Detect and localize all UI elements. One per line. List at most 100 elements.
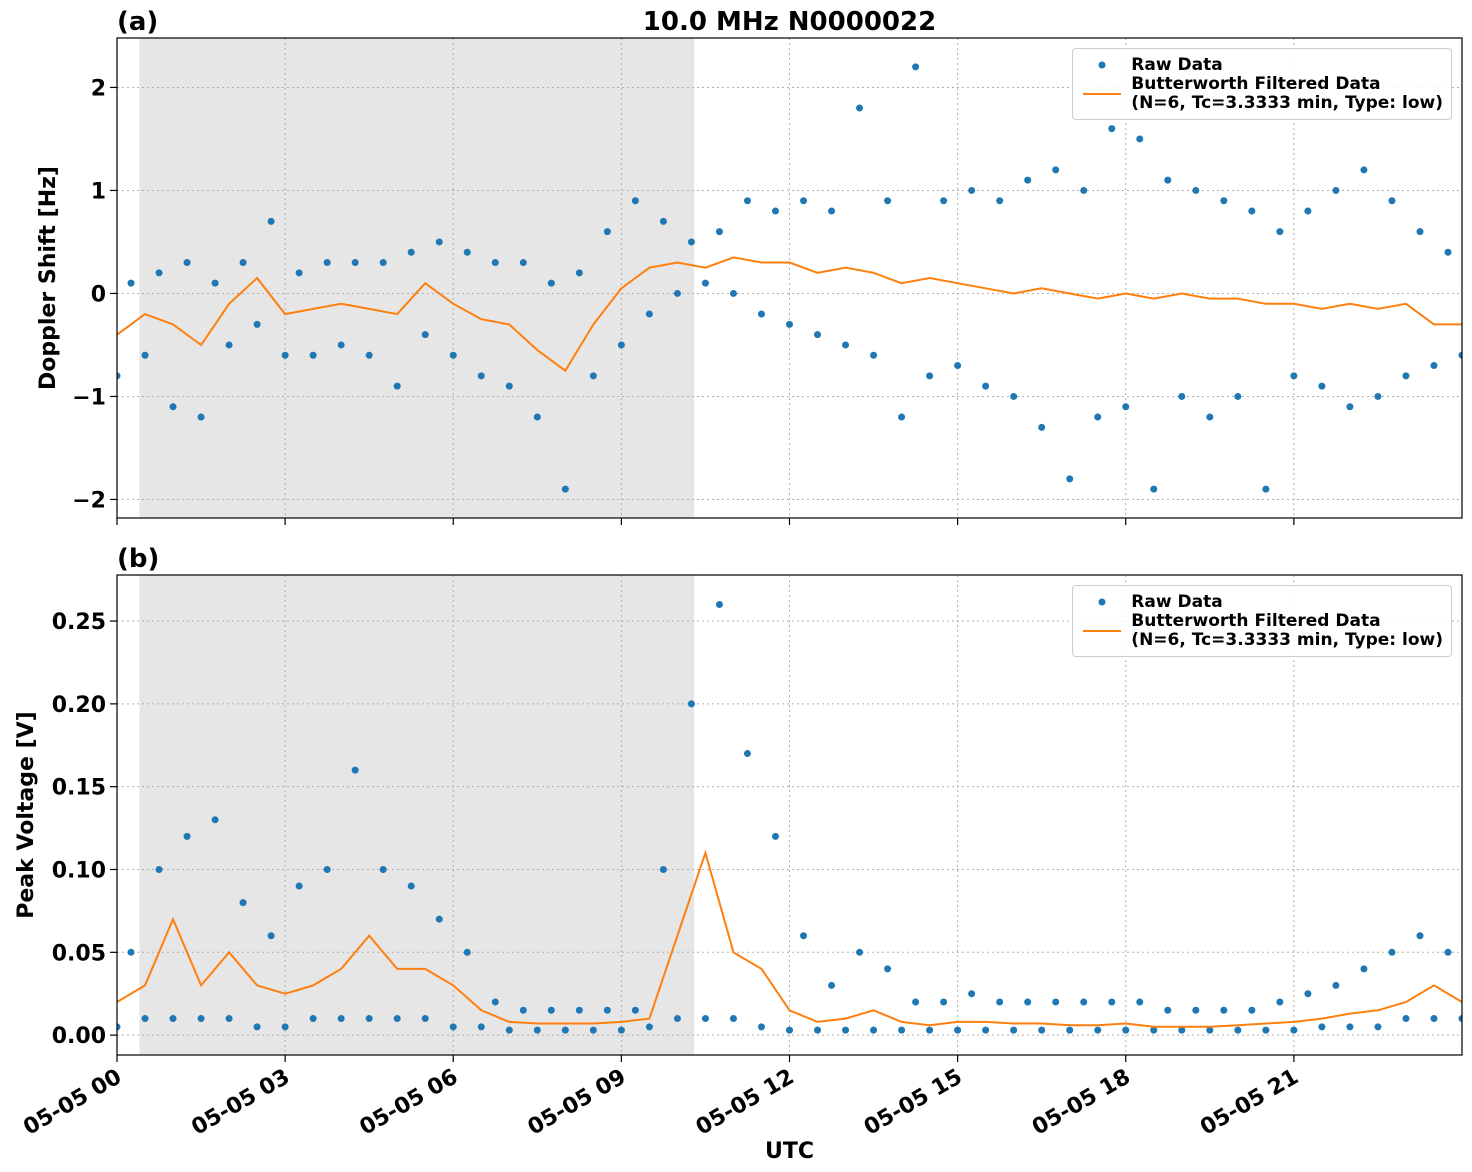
raw-point xyxy=(295,882,303,890)
raw-point xyxy=(407,882,415,890)
raw-point xyxy=(1276,998,1284,1006)
raw-point xyxy=(561,485,569,493)
raw-point xyxy=(589,1026,597,1034)
raw-point xyxy=(757,310,765,318)
raw-point xyxy=(323,259,331,267)
raw-point xyxy=(253,1023,261,1031)
raw-point xyxy=(1276,228,1284,236)
raw-point xyxy=(1178,1026,1186,1034)
raw-point xyxy=(954,362,962,370)
raw-point xyxy=(155,865,163,873)
raw-point xyxy=(940,998,948,1006)
raw-point xyxy=(715,228,723,236)
raw-point xyxy=(743,197,751,205)
raw-point xyxy=(379,865,387,873)
legend-entry: Raw Data xyxy=(1081,55,1443,75)
legend-marker xyxy=(1098,598,1106,606)
raw-point xyxy=(856,104,864,112)
raw-point xyxy=(687,700,695,708)
raw-point xyxy=(1416,932,1424,940)
raw-point xyxy=(127,948,135,956)
raw-point xyxy=(1430,1015,1438,1023)
raw-point xyxy=(407,248,415,256)
raw-point xyxy=(757,1023,765,1031)
raw-point xyxy=(912,998,920,1006)
raw-point xyxy=(701,1015,709,1023)
raw-point xyxy=(1346,403,1354,411)
raw-point xyxy=(1220,197,1228,205)
raw-point xyxy=(1332,981,1340,989)
raw-point xyxy=(337,1015,345,1023)
raw-point xyxy=(575,1006,583,1014)
raw-point xyxy=(814,331,822,339)
night-shade xyxy=(139,38,695,518)
raw-point xyxy=(729,1015,737,1023)
y-tick-label: 1 xyxy=(91,179,106,204)
raw-point xyxy=(842,341,850,349)
raw-point xyxy=(603,228,611,236)
raw-point xyxy=(365,351,373,359)
raw-point xyxy=(1164,1006,1172,1014)
x-tick-label: 05-05 06 xyxy=(356,1065,463,1141)
raw-point xyxy=(1080,186,1088,194)
raw-point xyxy=(449,1023,457,1031)
raw-point xyxy=(1318,1023,1326,1031)
raw-point xyxy=(1122,1026,1130,1034)
raw-point xyxy=(1430,362,1438,370)
legend-text: Butterworth Filtered Data (N=6, Tc=3.333… xyxy=(1131,611,1443,650)
raw-point xyxy=(1136,135,1144,143)
x-tick-label: 05-05 15 xyxy=(860,1065,967,1141)
raw-point xyxy=(786,1026,793,1034)
raw-point xyxy=(1234,1026,1242,1034)
y-tick-label: 0.25 xyxy=(52,610,106,635)
raw-point xyxy=(982,1026,990,1034)
raw-point xyxy=(183,832,191,840)
raw-point xyxy=(1038,1026,1046,1034)
raw-point xyxy=(211,279,219,287)
raw-point xyxy=(715,600,723,608)
raw-point xyxy=(1374,392,1382,400)
raw-point xyxy=(1024,176,1032,184)
raw-point xyxy=(982,382,990,390)
raw-point xyxy=(1122,403,1130,411)
filtered-line xyxy=(116,849,1463,1028)
y-tick-label: 0 xyxy=(91,282,106,307)
raw-point xyxy=(659,217,667,225)
raw-point xyxy=(1136,998,1144,1006)
raw-point xyxy=(1010,392,1018,400)
raw-point xyxy=(617,1026,625,1034)
raw-point xyxy=(1094,1026,1102,1034)
x-axis-label: UTC xyxy=(765,1139,814,1164)
raw-point xyxy=(281,1023,289,1031)
raw-point xyxy=(1290,1026,1298,1034)
legend-swatch xyxy=(1083,630,1122,632)
raw-point xyxy=(954,1026,962,1034)
raw-point xyxy=(169,403,177,411)
raw-point xyxy=(870,351,878,359)
raw-point xyxy=(127,279,135,287)
legend-swatch xyxy=(1083,93,1122,95)
raw-point xyxy=(1444,948,1452,956)
raw-point xyxy=(463,248,471,256)
raw-point xyxy=(477,372,485,380)
raw-point xyxy=(1052,166,1060,174)
raw-point xyxy=(800,197,808,205)
raw-point xyxy=(1108,998,1116,1006)
raw-point xyxy=(800,932,808,940)
raw-point xyxy=(477,1023,485,1031)
raw-point xyxy=(631,1006,639,1014)
raw-point xyxy=(617,341,625,349)
raw-point xyxy=(253,320,261,328)
night-shade xyxy=(139,575,695,1055)
legend-entry: Butterworth Filtered Data (N=6, Tc=3.333… xyxy=(1081,612,1443,650)
panel-label: (b) xyxy=(117,544,159,574)
raw-point xyxy=(393,382,401,390)
raw-point xyxy=(1206,1026,1214,1034)
raw-point xyxy=(337,341,345,349)
raw-point xyxy=(687,238,695,246)
raw-point xyxy=(183,259,191,267)
raw-point xyxy=(1304,990,1312,998)
raw-point xyxy=(309,351,317,359)
